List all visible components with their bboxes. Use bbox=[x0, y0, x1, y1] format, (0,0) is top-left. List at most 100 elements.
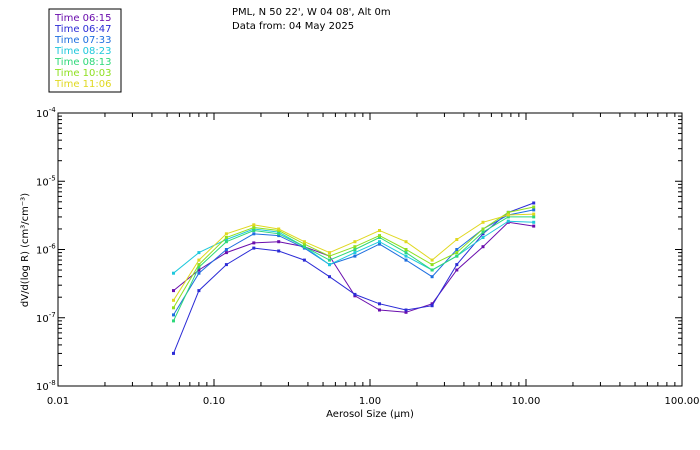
data-point bbox=[532, 220, 536, 224]
data-point bbox=[353, 248, 357, 251]
data-point bbox=[404, 240, 408, 244]
data-point bbox=[404, 254, 408, 258]
data-point bbox=[328, 275, 331, 279]
data-point bbox=[172, 271, 175, 275]
data-point bbox=[197, 268, 201, 272]
data-point bbox=[481, 232, 485, 236]
data-point bbox=[430, 268, 434, 272]
data-point bbox=[404, 308, 408, 312]
x-tick-label: 10.00 bbox=[512, 396, 541, 407]
data-point bbox=[328, 263, 331, 267]
y-tick-label: 10-4 bbox=[36, 106, 56, 120]
data-point bbox=[224, 238, 228, 241]
data-point bbox=[404, 310, 408, 314]
data-point bbox=[353, 245, 357, 249]
y-tick-label: 10-8 bbox=[36, 379, 56, 393]
data-point bbox=[430, 304, 434, 308]
data-point bbox=[252, 241, 256, 245]
data-point bbox=[224, 236, 228, 239]
data-point bbox=[455, 263, 459, 267]
data-point bbox=[506, 213, 510, 217]
data-point bbox=[532, 208, 536, 212]
data-point bbox=[252, 226, 256, 229]
data-point bbox=[172, 306, 175, 310]
data-point bbox=[197, 251, 201, 255]
data-point bbox=[430, 258, 434, 262]
data-point bbox=[197, 289, 201, 293]
data-point bbox=[430, 275, 434, 279]
data-point bbox=[224, 232, 228, 236]
x-axis-label: Aerosol Size (µm) bbox=[326, 409, 414, 420]
data-point bbox=[224, 251, 228, 255]
data-point bbox=[277, 227, 281, 231]
legend-entry: Time 06:47 bbox=[54, 24, 111, 35]
chart-title-date: Data from: 04 May 2025 bbox=[232, 21, 354, 32]
x-tick-label: 100.00 bbox=[665, 396, 700, 407]
data-point bbox=[224, 248, 228, 251]
data-point bbox=[378, 234, 381, 238]
y-axis-label: dV/d(log R) (cm³/cm⁻³) bbox=[20, 193, 31, 307]
data-point bbox=[532, 215, 536, 219]
data-point bbox=[532, 212, 536, 216]
data-point bbox=[532, 201, 536, 205]
legend-entry: Time 08:13 bbox=[54, 57, 111, 68]
data-point bbox=[252, 246, 256, 250]
series-line bbox=[173, 202, 534, 354]
data-point bbox=[277, 240, 281, 244]
data-point bbox=[328, 251, 331, 255]
data-point bbox=[378, 240, 381, 244]
data-point bbox=[481, 220, 485, 224]
data-point bbox=[277, 234, 281, 238]
plot-frame bbox=[57, 112, 683, 387]
data-point bbox=[353, 251, 357, 255]
data-point bbox=[172, 298, 175, 302]
y-tick-label: 10-5 bbox=[36, 174, 56, 188]
data-point bbox=[252, 229, 256, 232]
data-point bbox=[172, 351, 175, 355]
data-point bbox=[172, 319, 175, 323]
chart-title-location: PML, N 50 22', W 04 08', Alt 0m bbox=[232, 7, 391, 18]
series-lines bbox=[172, 201, 536, 355]
data-point bbox=[197, 265, 201, 269]
x-tick-label: 0.10 bbox=[203, 396, 225, 407]
data-point bbox=[277, 230, 281, 234]
data-point bbox=[430, 302, 434, 306]
data-point bbox=[197, 258, 201, 262]
data-point bbox=[378, 302, 381, 306]
data-point bbox=[353, 254, 357, 258]
data-point bbox=[252, 232, 256, 236]
legend-box bbox=[48, 8, 122, 93]
data-point bbox=[455, 251, 459, 255]
data-point bbox=[277, 249, 281, 253]
x-tick-label: 1.00 bbox=[359, 396, 381, 407]
data-point bbox=[302, 242, 306, 246]
data-point bbox=[328, 258, 331, 262]
legend-entry: Time 08:23 bbox=[54, 46, 111, 57]
data-point bbox=[532, 224, 536, 228]
x-tick-label: 0.01 bbox=[47, 396, 69, 407]
y-tick-label: 10-6 bbox=[36, 243, 56, 257]
data-point bbox=[353, 240, 357, 244]
data-point bbox=[506, 219, 510, 223]
data-point bbox=[481, 236, 485, 239]
legend-entry: Time 11:06 bbox=[54, 79, 111, 90]
data-point bbox=[328, 254, 331, 258]
data-point bbox=[302, 245, 306, 249]
data-point bbox=[172, 313, 175, 317]
data-point bbox=[481, 245, 485, 249]
data-point bbox=[378, 236, 381, 239]
legend-entry: Time 07:33 bbox=[54, 35, 111, 46]
data-point bbox=[481, 227, 485, 231]
data-point bbox=[404, 258, 408, 262]
data-point bbox=[277, 232, 281, 236]
data-point bbox=[481, 230, 485, 234]
data-point bbox=[455, 254, 459, 258]
data-point bbox=[532, 205, 536, 209]
data-point bbox=[455, 268, 459, 272]
legend-entry: Time 06:15 bbox=[54, 13, 111, 24]
data-point bbox=[455, 238, 459, 241]
data-point bbox=[224, 240, 228, 244]
data-point bbox=[197, 263, 201, 267]
